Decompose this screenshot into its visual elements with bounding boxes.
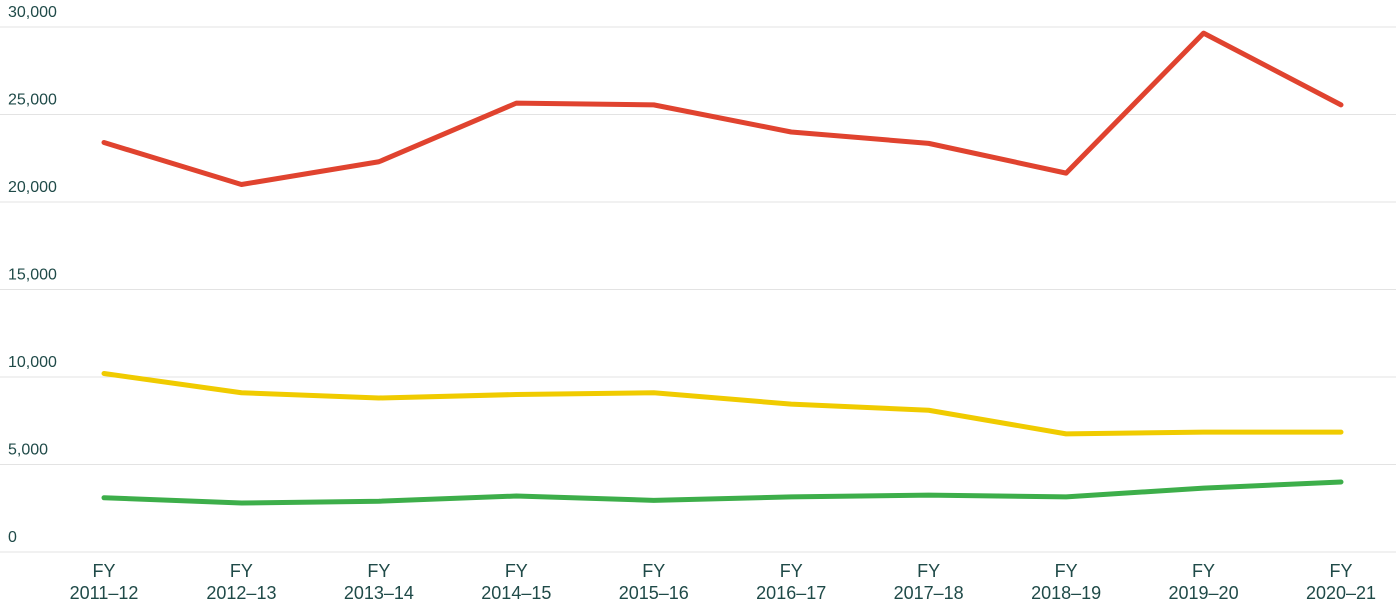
line-series — [101, 479, 1344, 506]
x-tick-label: FY 2011–12 — [69, 561, 139, 603]
x-tick-label: FY 2020–21 — [1305, 561, 1377, 603]
x-tick-label: FY 2018–19 — [1031, 561, 1102, 603]
x-tick-label: FY 2019–20 — [1168, 561, 1239, 603]
y-tick-label: 5,000 — [8, 442, 48, 459]
y-tick-label: 20,000 — [8, 179, 57, 196]
x-tick-label: FY 2016–17 — [756, 561, 827, 603]
line-series — [101, 30, 1344, 187]
y-tick-label: 15,000 — [8, 267, 57, 284]
y-tick-label: 30,000 — [8, 4, 57, 21]
y-tick-label: 0 — [8, 529, 17, 546]
x-tick-label: FY 2013–14 — [343, 561, 414, 603]
x-tick-label: FY 2015–16 — [618, 561, 689, 603]
x-tick-label: FY 2014–15 — [481, 561, 552, 603]
x-tick-label: FY 2017–18 — [893, 561, 964, 603]
x-tick-label: FY 2012–13 — [206, 561, 277, 603]
y-tick-label: 10,000 — [8, 354, 57, 371]
y-tick-label: 25,000 — [8, 92, 57, 109]
line-series — [101, 371, 1344, 437]
